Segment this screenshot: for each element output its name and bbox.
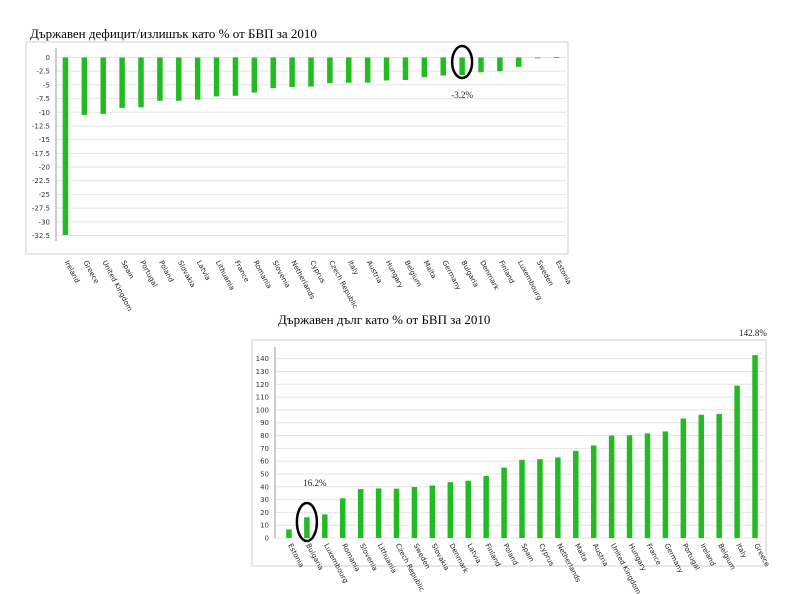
bar-czech-republic	[327, 57, 333, 84]
bar-spain	[519, 459, 525, 538]
y-tick-label: -12.5	[32, 122, 50, 130]
bar-estonia	[553, 56, 560, 58]
y-tick-label: 100	[256, 406, 269, 414]
bar-cyprus	[537, 459, 543, 538]
y-tick-label: 80	[260, 432, 269, 440]
y-tick-label: 50	[260, 470, 269, 478]
debt-chart-title: Държавен дълг като % от БВП за 2010	[278, 312, 491, 327]
bar-austria	[364, 57, 371, 83]
bar-malta	[421, 57, 428, 78]
bar-austria	[590, 445, 597, 538]
y-tick-label: 30	[260, 496, 269, 504]
bar-slovenia	[270, 57, 276, 89]
bar-belgium	[402, 57, 409, 80]
bar-netherlands	[289, 57, 295, 88]
bar-denmark	[478, 57, 484, 73]
bar-malta	[573, 450, 579, 538]
bar-slovakia	[429, 485, 436, 538]
y-tick-label: -5	[43, 81, 50, 89]
chart-frame	[25, 41, 569, 255]
bar-ireland	[698, 414, 705, 538]
y-tick-label: -15	[39, 136, 50, 144]
bar-portugal	[680, 418, 687, 538]
bar-bulgaria	[459, 57, 465, 76]
y-tick-label: 120	[256, 381, 269, 389]
bar-spain	[119, 57, 125, 108]
bar-hungary	[626, 435, 633, 538]
deficit-chart-title: Държавен дефицит/излишък като % от БВП з…	[30, 26, 317, 41]
bar-denmark	[447, 482, 454, 538]
bar-germany	[440, 57, 446, 76]
bar-france	[644, 433, 651, 538]
bar-finland	[497, 57, 503, 72]
y-tick-label: -27.5	[32, 205, 50, 213]
y-tick-label: 140	[256, 355, 269, 363]
y-tick-label: 70	[260, 445, 269, 453]
bulgaria-annotation: 16.2%	[303, 478, 327, 488]
bar-latvia	[194, 57, 201, 100]
bar-greece	[81, 57, 88, 115]
y-tick-label: -2.5	[36, 68, 50, 76]
bar-luxembourg	[516, 57, 522, 67]
y-tick-label: -22.5	[32, 177, 50, 185]
bulgaria-annotation: -3.2%	[451, 90, 473, 100]
y-tick-label: 90	[260, 419, 269, 427]
y-tick-label: 60	[260, 458, 269, 466]
bar-united-kingdom	[608, 435, 615, 538]
chart-frame	[251, 339, 767, 567]
bar-italy	[734, 385, 740, 538]
bar-greece	[752, 355, 758, 538]
y-tick-label: -32.5	[32, 232, 50, 240]
y-tick-label: -25	[39, 191, 50, 199]
bar-france	[232, 57, 239, 96]
y-tick-label: 130	[256, 368, 269, 376]
bar-romania	[339, 498, 346, 538]
bar-hungary	[383, 57, 390, 81]
bar-united-kingdom	[100, 57, 106, 114]
bar-belgium	[716, 414, 722, 538]
bar-netherlands	[555, 457, 561, 538]
bar-luxembourg	[322, 514, 328, 538]
y-tick-label: 0	[265, 535, 269, 543]
bar-finland	[483, 476, 489, 538]
bar-cyprus	[308, 57, 314, 87]
highlight-circle	[295, 501, 319, 543]
highlight-circle	[450, 44, 474, 80]
y-tick-label: 10	[260, 522, 269, 530]
y-tick-label: 0	[46, 54, 50, 62]
bar-ireland	[62, 57, 69, 235]
bar-italy	[346, 57, 352, 83]
bar-poland	[157, 57, 163, 101]
y-tick-label: 110	[256, 394, 269, 402]
bar-latvia	[465, 480, 471, 538]
bar-germany	[662, 431, 669, 538]
bar-slovenia	[357, 489, 364, 538]
bar-romania	[251, 57, 258, 93]
y-tick-label: -20	[39, 164, 50, 172]
bar-portugal	[138, 57, 144, 108]
y-tick-label: -17.5	[32, 150, 50, 158]
bar-lithuania	[213, 57, 220, 97]
bar-lithuania	[375, 488, 382, 538]
bar-estonia	[286, 529, 292, 538]
bar-czech-republic	[393, 488, 400, 538]
bar-slovakia	[176, 57, 182, 101]
y-tick-label: -7.5	[36, 95, 50, 103]
y-tick-label: 20	[260, 509, 269, 517]
bar-bulgaria	[304, 517, 310, 538]
bar-poland	[501, 467, 507, 538]
y-tick-label: 40	[260, 483, 269, 491]
bar-sweden	[534, 57, 541, 59]
bar-sweden	[411, 487, 418, 538]
y-tick-label: -30	[39, 218, 50, 226]
y-tick-label: -10	[39, 109, 50, 117]
greece-annotation: 142.8%	[739, 328, 767, 338]
